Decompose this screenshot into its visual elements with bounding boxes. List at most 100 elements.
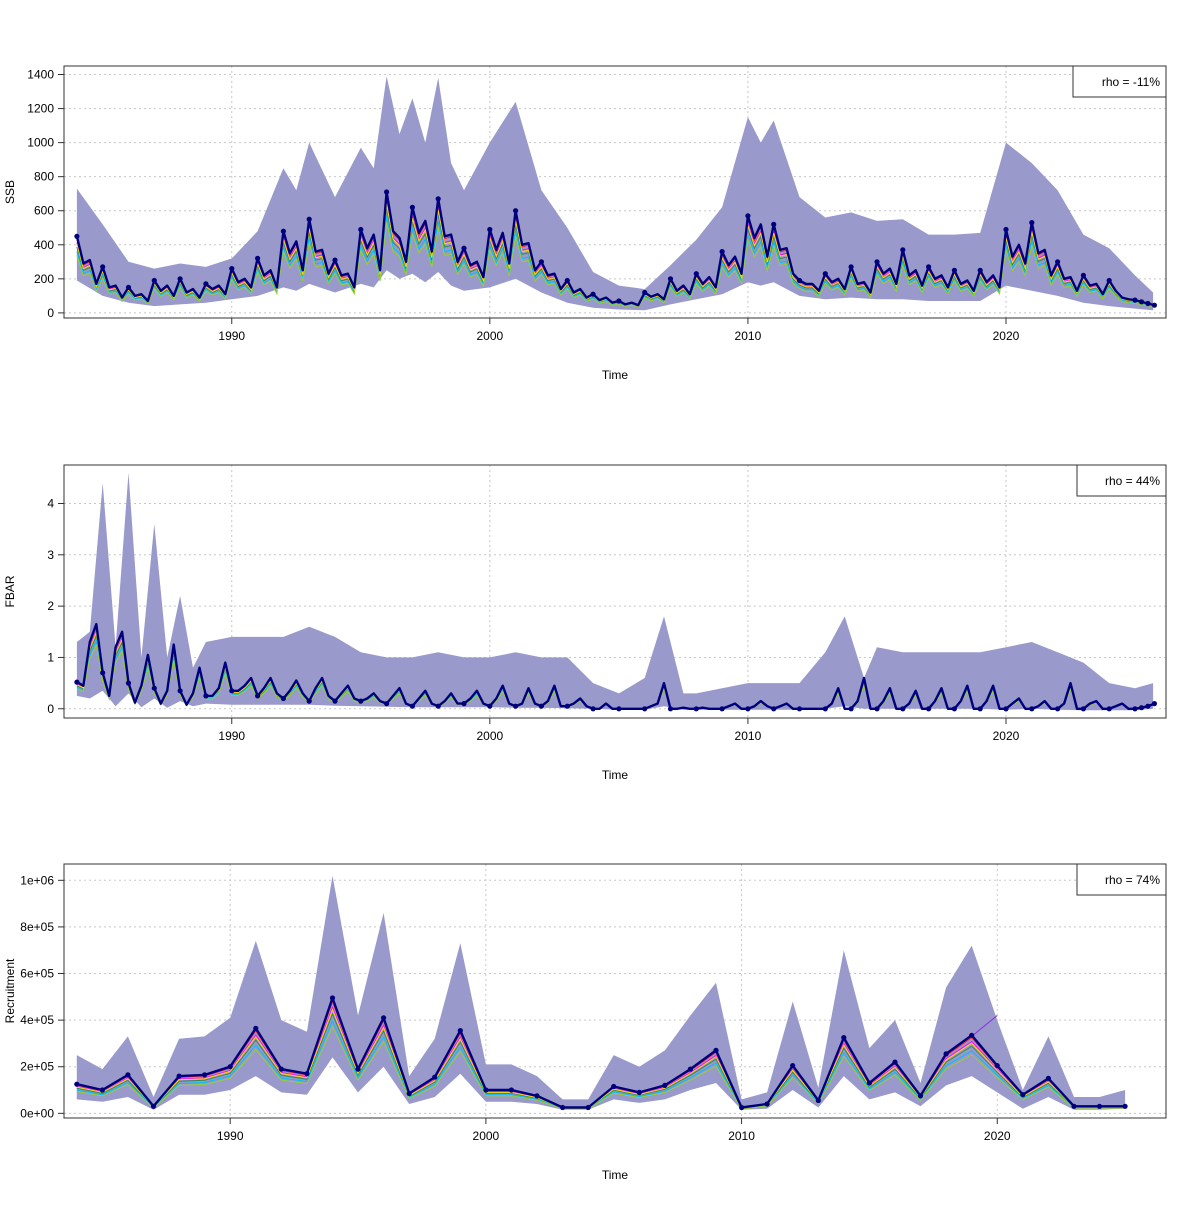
data-point [1020, 1092, 1026, 1098]
data-point [229, 266, 235, 272]
data-point [280, 695, 286, 702]
series-line-main [76, 996, 1126, 1109]
data-point [461, 701, 467, 707]
data-point [1132, 297, 1138, 303]
data-point [1151, 701, 1157, 707]
data-point [693, 706, 699, 712]
data-point [892, 1059, 898, 1065]
data-point [384, 189, 390, 195]
data-point [1029, 706, 1035, 712]
data-point [150, 1103, 157, 1109]
plot-area [74, 472, 1157, 712]
data-point [332, 698, 338, 704]
data-point [926, 706, 932, 712]
data-point [687, 1066, 694, 1072]
data-point [667, 706, 674, 712]
data-point [1080, 272, 1086, 278]
data-point [771, 221, 777, 227]
y-tick-label: 6e+05 [20, 967, 54, 981]
x-tick-label: 1990 [217, 1129, 244, 1143]
y-tick-label: 800 [34, 170, 54, 184]
panel-fbar: 1990 2000 2010 2020 0 1 2 3 4 Time FBAR rho = 44% [3, 464, 1167, 782]
data-point [564, 277, 570, 284]
x-tick-label: 2000 [476, 329, 503, 343]
series-line-main [76, 622, 1155, 710]
data-point [585, 1104, 591, 1111]
data-point [977, 267, 983, 273]
y-tick-label: 8e+05 [20, 920, 54, 934]
data-point [202, 1072, 208, 1078]
data-point [771, 706, 777, 712]
data-point [280, 228, 286, 234]
data-point [590, 291, 596, 297]
data-point [1106, 277, 1112, 284]
legend-text: rho = 44% [1105, 474, 1160, 488]
data-point [636, 1089, 642, 1095]
data-point [384, 701, 390, 707]
data-point [848, 264, 854, 270]
data-point [255, 255, 261, 261]
data-point [534, 1093, 540, 1099]
data-point [796, 706, 803, 712]
retro-line-3 [76, 1012, 1126, 1109]
data-point [642, 706, 648, 712]
legend: rho = 74% [1076, 863, 1167, 896]
retro-line-5 [76, 222, 1155, 308]
data-point [381, 1015, 387, 1021]
data-point [611, 1083, 617, 1090]
data-point [564, 703, 570, 709]
y-tick-label: 200 [34, 272, 54, 286]
data-point [951, 267, 958, 273]
legend: rho = -11% [1072, 65, 1167, 98]
data-point [874, 706, 880, 712]
y-tick-label: 1200 [27, 102, 54, 116]
y-axis-label: Recruitment [3, 958, 17, 1023]
data-point [538, 703, 545, 709]
y-axis-label: FBAR [3, 575, 17, 607]
x-tick-label: 1990 [218, 729, 245, 743]
y-tick-label: 1000 [27, 136, 54, 150]
data-point [874, 259, 880, 265]
x-tick-label: 2010 [735, 329, 762, 343]
y-tick-label: 1 [47, 650, 54, 664]
legend-text: rho = -11% [1102, 75, 1160, 89]
data-point [1003, 706, 1009, 712]
data-point [822, 271, 828, 277]
data-point [508, 1087, 514, 1093]
data-point [822, 706, 828, 712]
data-point [355, 1066, 361, 1072]
y-tick-label: 1e+06 [20, 873, 54, 887]
retro-line-6 [76, 1008, 1126, 1109]
data-point [306, 216, 312, 222]
data-point [796, 277, 803, 284]
data-point [1138, 705, 1145, 711]
data-point [926, 264, 932, 270]
y-tick-label: 2 [47, 599, 54, 613]
y-tick-label: 4e+05 [20, 1013, 54, 1027]
data-point [713, 1047, 719, 1053]
data-point [513, 703, 519, 709]
y-tick-label: 2e+05 [20, 1060, 54, 1074]
data-point [74, 1081, 80, 1087]
data-point [513, 208, 519, 214]
data-point [487, 226, 493, 233]
data-point [435, 703, 441, 709]
series-line-main [75, 190, 1155, 307]
data-point [125, 680, 132, 686]
data-point [1106, 706, 1112, 712]
x-tick-label: 2000 [476, 729, 503, 743]
y-tick-label: 400 [34, 238, 54, 252]
data-point [100, 264, 106, 270]
data-point [642, 289, 648, 296]
data-point [100, 670, 106, 676]
y-tick-label: 0 [47, 306, 54, 320]
data-point [1055, 259, 1061, 265]
data-point [1145, 703, 1151, 709]
data-point [487, 703, 493, 709]
data-point [151, 277, 157, 284]
data-point [483, 1087, 489, 1093]
y-tick-label: 3 [47, 548, 54, 562]
data-point [1080, 706, 1086, 712]
